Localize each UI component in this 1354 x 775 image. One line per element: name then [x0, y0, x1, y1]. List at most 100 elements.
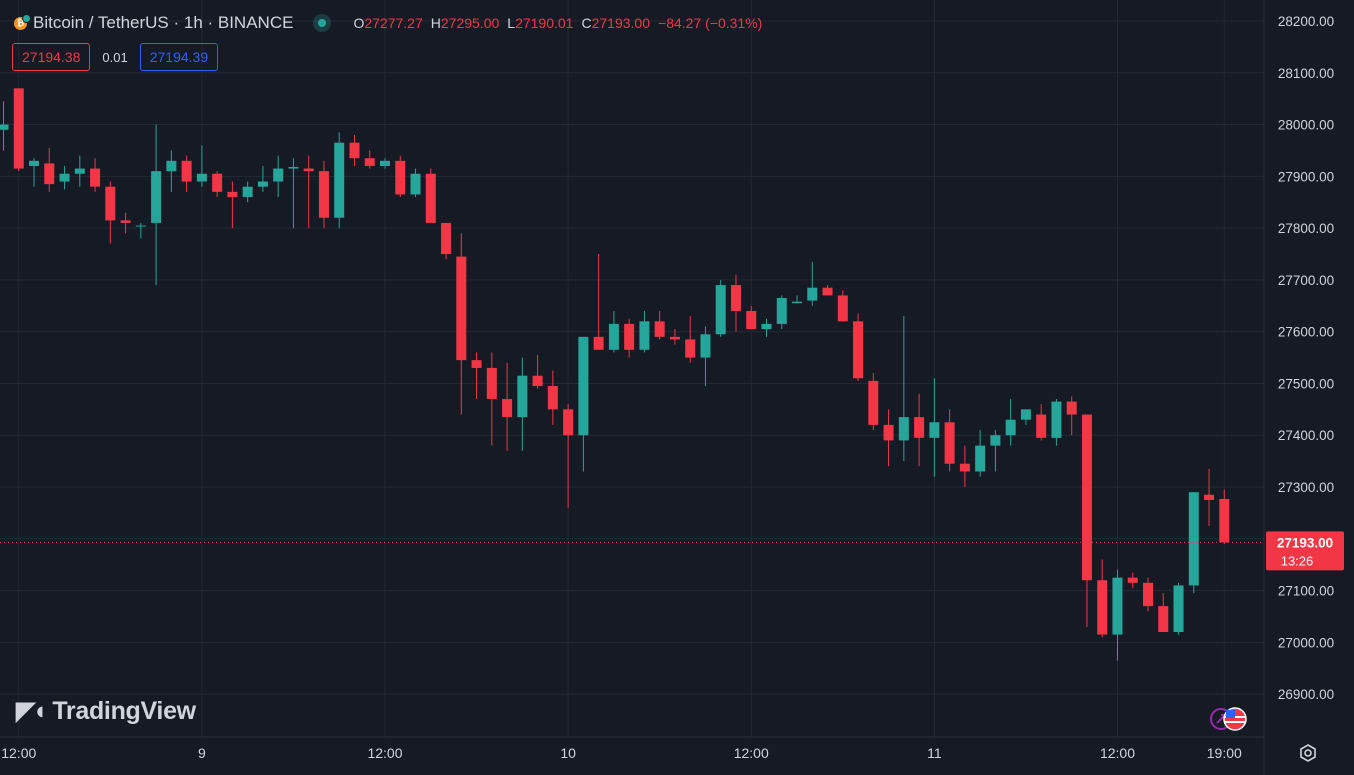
- candle-body: [242, 186, 253, 198]
- candle-body: [120, 220, 131, 223]
- time-tick-label: 9: [198, 745, 206, 761]
- price-tick-label: 27100.00: [1278, 584, 1334, 599]
- candle-body: [151, 171, 162, 223]
- candle-body: [547, 386, 558, 410]
- candle-body: [318, 171, 329, 218]
- candle-body: [257, 181, 268, 187]
- candle-body: [1158, 606, 1169, 633]
- candle-body: [1036, 414, 1047, 438]
- candle-body: [517, 375, 528, 418]
- candle-body: [578, 336, 589, 436]
- candle-body: [669, 336, 680, 340]
- symbol-legend: ₿ Bitcoin / TetherUS · 1h · BINANCE O272…: [14, 10, 762, 36]
- time-tick-label: 11: [927, 745, 942, 761]
- price-tick-label: 27900.00: [1278, 169, 1334, 184]
- bitcoin-icon: ₿: [14, 13, 31, 30]
- price-tick-label: 28100.00: [1278, 66, 1334, 81]
- candle-body: [700, 334, 711, 358]
- candle-body: [303, 168, 314, 172]
- candle-body: [1219, 498, 1230, 543]
- price-tick-label: 27800.00: [1278, 221, 1334, 236]
- candle-body: [196, 173, 207, 182]
- candle-body: [334, 142, 345, 218]
- candle-body: [807, 287, 818, 301]
- open-key: O: [353, 15, 365, 31]
- candle-body: [166, 160, 177, 172]
- candle-body: [975, 445, 986, 472]
- time-tick-label: 19:00: [1207, 745, 1242, 761]
- candle-body: [853, 321, 864, 379]
- symbol-title[interactable]: Bitcoin / TetherUS · 1h · BINANCE: [33, 13, 294, 32]
- time-axis[interactable]: 12:00 9 12:00 10 12:00 11 12:00 19:00: [1, 745, 1242, 761]
- low-value: 27190.01: [515, 15, 574, 31]
- time-tick-label: 12:00: [1, 745, 36, 761]
- price-axis[interactable]: 28200.00 28100.00 28000.00 27900.00 27800.00…: [1278, 14, 1334, 702]
- price-tick-label: 27700.00: [1278, 273, 1334, 288]
- candle-body: [761, 323, 772, 330]
- high-key: H: [430, 15, 441, 31]
- bar-countdown: 13:26: [1281, 553, 1314, 568]
- time-tick-label: 12:00: [734, 745, 769, 761]
- candle-body: [776, 298, 787, 324]
- buy-button[interactable]: 27194.39: [139, 43, 219, 71]
- candle-body: [837, 295, 848, 322]
- candlestick-series: [0, 88, 1230, 661]
- spread-value: 0.01: [102, 49, 128, 65]
- close-key: C: [581, 15, 592, 31]
- candle-body: [13, 88, 24, 169]
- candle-body: [410, 173, 421, 195]
- candle-body: [715, 285, 726, 335]
- candle-body: [135, 225, 146, 227]
- candle-body: [990, 435, 1001, 446]
- market-open-dot-icon: [313, 14, 332, 32]
- price-tick-label: 27000.00: [1278, 635, 1334, 650]
- tradingview-logo[interactable]: ◤◖ TradingView: [16, 696, 196, 726]
- candle-body: [349, 142, 360, 159]
- candle-body: [639, 321, 650, 350]
- candle-body: [29, 160, 40, 166]
- candle-body: [944, 422, 955, 464]
- candle-body: [822, 287, 833, 296]
- candle-body: [44, 163, 55, 185]
- candle-body: [59, 173, 70, 182]
- candle-body: [471, 360, 482, 368]
- ohlc-values: O27277.27 H27295.00 L27190.01 C27193.00 …: [353, 15, 762, 31]
- candle-body: [1097, 580, 1108, 635]
- candle-body: [1020, 409, 1031, 420]
- high-value: 27295.00: [440, 15, 500, 31]
- low-key: L: [507, 15, 516, 31]
- candle-body: [532, 375, 543, 387]
- candle-body: [929, 422, 940, 438]
- open-value: 27277.27: [364, 15, 423, 31]
- time-tick-label: 12:00: [367, 745, 402, 761]
- close-value: 27193.00: [591, 15, 651, 31]
- candle-body: [624, 323, 635, 350]
- us-flag-icon[interactable]: [1208, 706, 1248, 732]
- settings-icon[interactable]: [1297, 742, 1319, 764]
- price-tick-label: 28200.00: [1278, 14, 1334, 29]
- candle-body: [883, 424, 894, 441]
- price-tick-label: 27300.00: [1278, 480, 1334, 495]
- candle-body: [74, 168, 85, 174]
- candle-body: [1204, 494, 1215, 500]
- candle-body: [685, 339, 696, 358]
- grid-lines: [0, 0, 1264, 737]
- last-price-value: 27193.00: [1277, 535, 1333, 550]
- candle-body: [425, 173, 436, 223]
- candle-body: [1173, 585, 1184, 633]
- candle-body: [288, 167, 299, 169]
- candle-body: [1112, 577, 1123, 635]
- candle-body: [364, 158, 375, 166]
- candle-body: [1066, 401, 1077, 415]
- price-tick-label: 27400.00: [1278, 428, 1334, 443]
- sell-button[interactable]: 27194.38: [12, 43, 91, 71]
- time-tick-label: 12:00: [1100, 745, 1135, 761]
- candle-body: [456, 256, 467, 361]
- candle-body: [1081, 414, 1092, 581]
- candle-body: [593, 336, 604, 350]
- price-tick-label: 28000.00: [1278, 118, 1334, 133]
- candle-body: [1188, 492, 1199, 586]
- candle-body: [90, 168, 101, 187]
- candle-body: [898, 417, 909, 441]
